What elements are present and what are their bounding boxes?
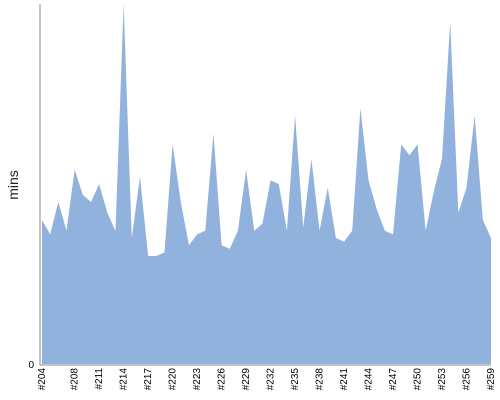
x-tick-label: #220: [168, 368, 179, 391]
x-tick-label: #217: [143, 368, 154, 391]
area-layer: [42, 4, 491, 364]
x-tick-label: #211: [94, 368, 105, 390]
x-tick-label: #250: [413, 368, 424, 391]
x-tick-label: #223: [192, 368, 203, 391]
y-tick-label: 0: [28, 360, 34, 371]
x-tick-label: #241: [339, 368, 350, 391]
x-tick-label: #226: [217, 368, 228, 391]
x-tick-label: #214: [119, 368, 130, 391]
x-tick-label: #247: [388, 368, 399, 391]
x-tick-label: #244: [364, 368, 375, 391]
y-tick-labels: 0: [28, 360, 34, 371]
series-area: [42, 4, 491, 364]
x-tick-label: #204: [37, 368, 48, 391]
x-tick-label: #232: [266, 368, 277, 391]
x-tick-label: #253: [437, 368, 448, 391]
x-tick-label: #259: [486, 368, 497, 391]
y-axis-label: mins: [5, 170, 21, 200]
x-tick-labels: #204 #208 #211 #214 #217 #220 #223 #226 #229 #232…: [37, 368, 497, 391]
x-tick-label: #238: [315, 368, 326, 391]
x-tick-label: #208: [70, 368, 81, 391]
x-tick-label: #256: [462, 368, 473, 391]
x-tick-label: #229: [241, 368, 252, 391]
x-tick-label: #235: [290, 368, 301, 391]
